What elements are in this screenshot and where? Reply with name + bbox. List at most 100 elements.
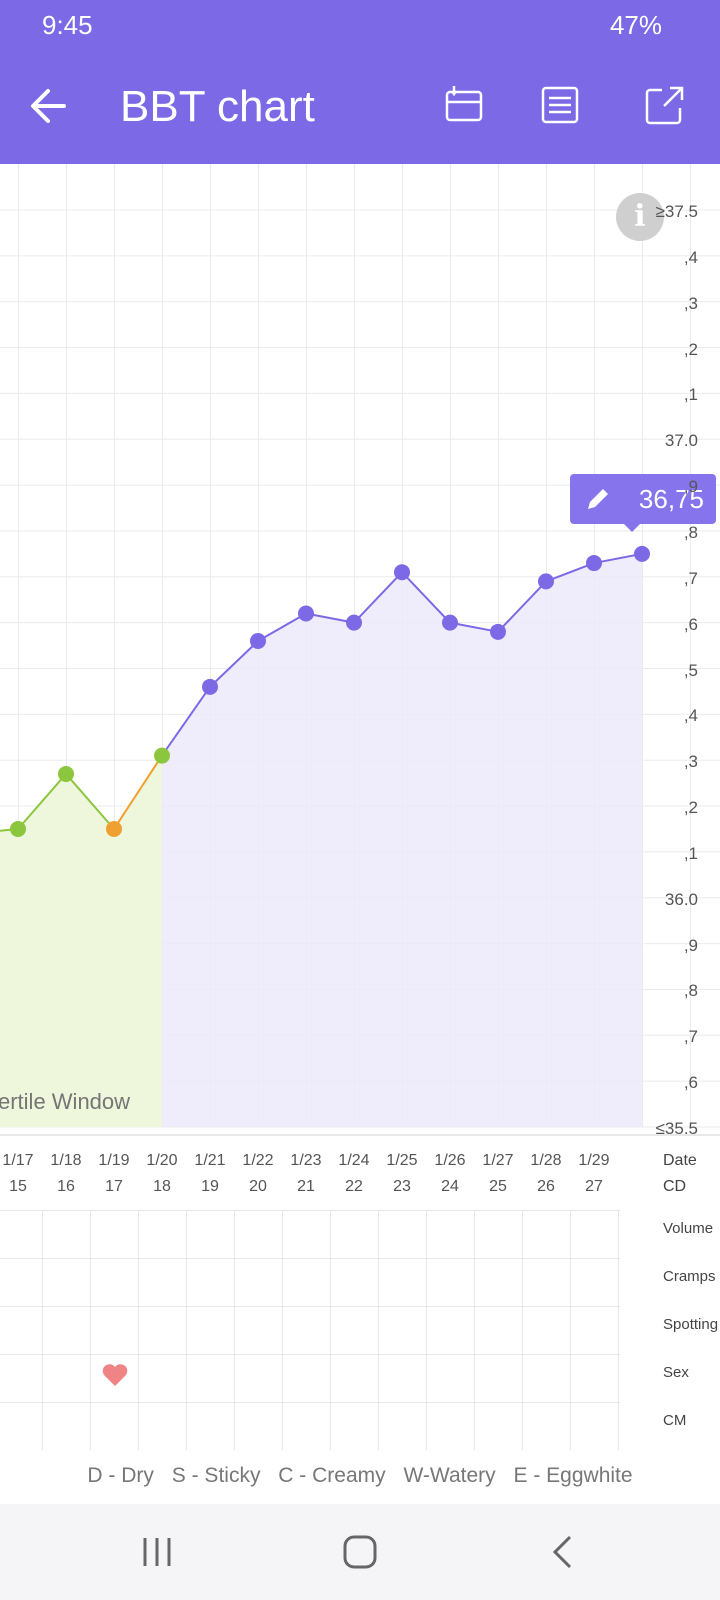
data-point[interactable] bbox=[10, 820, 26, 837]
series-line bbox=[257, 612, 307, 642]
y-tick-label: ,6 bbox=[683, 1073, 698, 1093]
date-axis: 1/17 15 1/18 16 1/19 17 1/20 18 1/21 19 1/22 20 1/23… bbox=[0, 1140, 720, 1210]
legend-item-creamy: C - Creamy bbox=[278, 1464, 386, 1487]
back-nav-icon bbox=[552, 1535, 572, 1569]
date-label: 1/29 bbox=[578, 1152, 610, 1169]
data-point[interactable] bbox=[154, 747, 170, 764]
recent-apps-button[interactable] bbox=[132, 1532, 182, 1572]
legend-item-eggwhite: E - Eggwhite bbox=[513, 1464, 633, 1487]
arrow-left-icon bbox=[31, 89, 66, 123]
y-tick-label: ,4 bbox=[683, 706, 698, 726]
date-label: 1/23 bbox=[290, 1152, 322, 1169]
series-line bbox=[305, 612, 355, 624]
y-tick-label: ,7 bbox=[683, 1027, 698, 1047]
y-tick-label: ,3 bbox=[683, 752, 698, 772]
status-time: 9:45 bbox=[42, 10, 93, 40]
data-point[interactable] bbox=[346, 614, 362, 631]
y-tick-label: ,8 bbox=[683, 981, 698, 1001]
status-bar: 9:45 bbox=[0, 0, 720, 52]
legend-item-sticky: S - Sticky bbox=[171, 1464, 261, 1487]
post-ovulation-fill bbox=[162, 553, 642, 1127]
y-tick-label: ,3 bbox=[683, 293, 698, 313]
system-nav-bar bbox=[0, 1504, 720, 1600]
series-line bbox=[353, 571, 403, 624]
y-tick-label: ,7 bbox=[683, 568, 698, 588]
y-tick-label: 37.0 bbox=[664, 431, 698, 451]
data-point[interactable] bbox=[58, 765, 74, 782]
series-line bbox=[161, 686, 211, 757]
temperature-tooltip[interactable]: 36,75 bbox=[570, 474, 716, 532]
date-label: 1/25 bbox=[386, 1152, 418, 1169]
share-button[interactable] bbox=[640, 80, 690, 130]
row-label-cm: CM bbox=[663, 1412, 687, 1429]
y-tick-label: ,6 bbox=[683, 614, 698, 634]
chart-fills bbox=[0, 553, 642, 1127]
data-point[interactable] bbox=[250, 632, 266, 649]
app-bar: BBT chart bbox=[0, 52, 720, 164]
series-line bbox=[113, 755, 163, 830]
legend-item-dry: D - Dry bbox=[87, 1464, 154, 1487]
cycle-day-label: 23 bbox=[393, 1178, 411, 1195]
fertile-window-fill bbox=[0, 755, 162, 1127]
date-label: 1/19 bbox=[98, 1152, 130, 1169]
chart-points bbox=[10, 545, 650, 837]
calendar-import-button[interactable] bbox=[440, 80, 490, 130]
home-button[interactable] bbox=[335, 1532, 385, 1572]
y-tick-label: ≥37.5 bbox=[655, 202, 698, 221]
cycle-day-label: 25 bbox=[489, 1178, 507, 1195]
cycle-day-label: 17 bbox=[105, 1178, 123, 1195]
pencil-icon bbox=[588, 489, 608, 509]
date-label: 1/28 bbox=[530, 1152, 562, 1169]
heart-icon bbox=[102, 1364, 128, 1386]
date-label: 1/18 bbox=[50, 1152, 82, 1169]
y-tick-label: ,2 bbox=[683, 339, 698, 359]
data-point[interactable] bbox=[538, 573, 554, 590]
y-tick-label: 36.0 bbox=[664, 889, 698, 909]
recent-apps-icon bbox=[143, 1538, 171, 1566]
series-line bbox=[449, 621, 499, 633]
data-point[interactable] bbox=[106, 820, 122, 837]
battery-percent: 47% bbox=[609, 10, 662, 40]
date-label: 1/27 bbox=[482, 1152, 514, 1169]
cycle-day-label: 20 bbox=[249, 1178, 267, 1195]
row-label-volume: Volume bbox=[663, 1220, 714, 1237]
data-point[interactable] bbox=[202, 678, 218, 695]
symptom-grid[interactable] bbox=[0, 1210, 620, 1450]
series-line bbox=[209, 640, 259, 688]
cycle-day-label: 26 bbox=[537, 1178, 555, 1195]
list-button[interactable] bbox=[535, 80, 585, 130]
y-tick-label: ,5 bbox=[683, 660, 698, 680]
series-line bbox=[545, 562, 595, 583]
data-point[interactable] bbox=[490, 623, 506, 640]
data-point[interactable] bbox=[298, 605, 314, 622]
legend-item-watery: W-Watery bbox=[403, 1464, 496, 1487]
data-point[interactable] bbox=[394, 564, 410, 581]
cycle-day-label: 16 bbox=[57, 1178, 75, 1195]
date-label: 1/21 bbox=[194, 1152, 226, 1169]
row-label-cd: CD bbox=[663, 1178, 687, 1195]
series-line bbox=[65, 773, 115, 830]
y-tick-label: ,2 bbox=[683, 798, 698, 818]
row-label-date: Date bbox=[663, 1152, 697, 1169]
cm-legend: D - Dry S - Sticky C - Creamy W-Watery E… bbox=[0, 1464, 720, 1504]
cycle-day-label: 19 bbox=[201, 1178, 219, 1195]
back-nav-button[interactable] bbox=[538, 1532, 588, 1572]
series-line bbox=[593, 552, 643, 565]
cycle-day-label: 22 bbox=[345, 1178, 363, 1195]
row-label-cramps: Cramps bbox=[663, 1268, 716, 1285]
tooltip-value: 36,75 bbox=[638, 484, 704, 514]
bbt-chart[interactable] bbox=[0, 0, 720, 1210]
status-icons: 47% bbox=[460, 0, 720, 52]
data-point[interactable] bbox=[634, 545, 650, 562]
back-button[interactable] bbox=[22, 78, 78, 134]
cycle-day-label: 15 bbox=[9, 1178, 27, 1195]
chart-lines bbox=[0, 552, 643, 832]
data-point[interactable] bbox=[586, 555, 602, 572]
date-label: 1/17 bbox=[2, 1152, 34, 1169]
row-label-spotting: Spotting bbox=[663, 1316, 719, 1333]
home-icon bbox=[343, 1535, 377, 1569]
info-button[interactable]: i bbox=[616, 193, 664, 241]
data-point[interactable] bbox=[442, 614, 458, 631]
date-label: 1/24 bbox=[338, 1152, 370, 1169]
y-tick-label: ,1 bbox=[683, 843, 698, 863]
